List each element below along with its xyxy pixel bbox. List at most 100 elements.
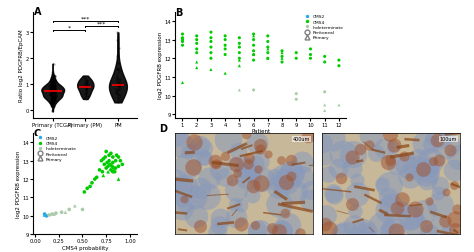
Point <box>48 92 56 96</box>
Point <box>49 99 57 103</box>
Point <box>415 157 422 161</box>
Point <box>47 98 55 102</box>
Point <box>48 90 55 94</box>
Point <box>49 105 57 109</box>
Point <box>111 88 119 92</box>
Point <box>113 67 120 71</box>
Point <box>49 89 57 93</box>
Point <box>193 61 201 65</box>
Point <box>43 214 50 218</box>
Point <box>48 94 55 98</box>
Point <box>46 213 53 217</box>
Point <box>113 90 121 94</box>
Legend: CMS2, CMS4, Indeterminate, Peritoneal, Primary: CMS2, CMS4, Indeterminate, Peritoneal, P… <box>36 136 77 162</box>
Point <box>228 178 236 182</box>
Point <box>82 86 90 90</box>
Point <box>49 91 56 95</box>
Point <box>49 96 56 100</box>
Point <box>50 104 57 108</box>
Point <box>193 42 201 46</box>
Point <box>176 187 183 191</box>
Point <box>250 35 257 39</box>
Point <box>48 93 55 98</box>
Point <box>48 95 56 99</box>
Point <box>51 75 58 79</box>
Point <box>50 91 58 95</box>
Point <box>51 86 58 90</box>
Point <box>115 101 122 105</box>
Point <box>178 207 186 211</box>
Point <box>425 231 433 235</box>
Point <box>350 152 357 156</box>
Point <box>47 78 55 82</box>
Point <box>52 211 60 215</box>
Point <box>51 79 59 83</box>
Point <box>48 109 56 113</box>
Point <box>323 213 330 217</box>
Point <box>47 89 55 93</box>
Point <box>48 92 56 96</box>
Point <box>48 94 55 98</box>
Point <box>48 92 56 96</box>
Point <box>224 137 232 141</box>
Point <box>47 92 55 96</box>
Point <box>100 163 108 167</box>
Point <box>50 84 57 88</box>
Point <box>243 174 251 178</box>
Point <box>112 159 119 163</box>
Point <box>111 170 118 174</box>
Point <box>420 142 428 146</box>
Point <box>252 161 259 165</box>
Point <box>49 97 56 101</box>
Point <box>236 65 243 69</box>
Point <box>48 90 55 94</box>
Point <box>50 95 57 99</box>
Point <box>389 227 396 231</box>
Point <box>258 181 265 185</box>
Point <box>114 97 122 101</box>
Point <box>442 191 450 195</box>
Point <box>107 152 115 156</box>
Point <box>49 85 57 89</box>
Point <box>49 101 57 105</box>
Point <box>242 132 249 136</box>
Point <box>406 215 413 219</box>
Point <box>51 85 59 89</box>
Point <box>250 50 257 54</box>
Point <box>275 203 283 207</box>
Point <box>389 145 396 149</box>
Point <box>81 190 88 194</box>
Point <box>423 178 431 182</box>
Point <box>50 92 58 96</box>
Point <box>49 90 56 94</box>
Point <box>84 82 92 86</box>
Point <box>50 75 57 79</box>
Point <box>50 62 57 66</box>
Point <box>242 167 250 171</box>
Point <box>246 156 253 160</box>
Point <box>49 95 57 99</box>
Point <box>50 97 57 101</box>
Point <box>384 195 392 199</box>
Point <box>429 159 437 163</box>
Point <box>48 95 56 99</box>
Point <box>47 97 55 101</box>
Point <box>115 155 122 160</box>
Point <box>233 172 241 176</box>
Point <box>386 230 394 234</box>
Point <box>115 47 123 51</box>
Point <box>177 144 185 148</box>
Point <box>51 84 59 88</box>
Point <box>179 37 186 41</box>
Point <box>48 89 56 93</box>
Point <box>101 155 109 160</box>
Point <box>48 96 56 100</box>
Point <box>50 87 57 91</box>
Point <box>50 85 58 89</box>
Point <box>86 185 94 189</box>
Point <box>102 166 110 170</box>
Point <box>50 86 57 90</box>
Point <box>193 66 201 70</box>
Point <box>307 57 314 61</box>
Point <box>48 90 56 94</box>
